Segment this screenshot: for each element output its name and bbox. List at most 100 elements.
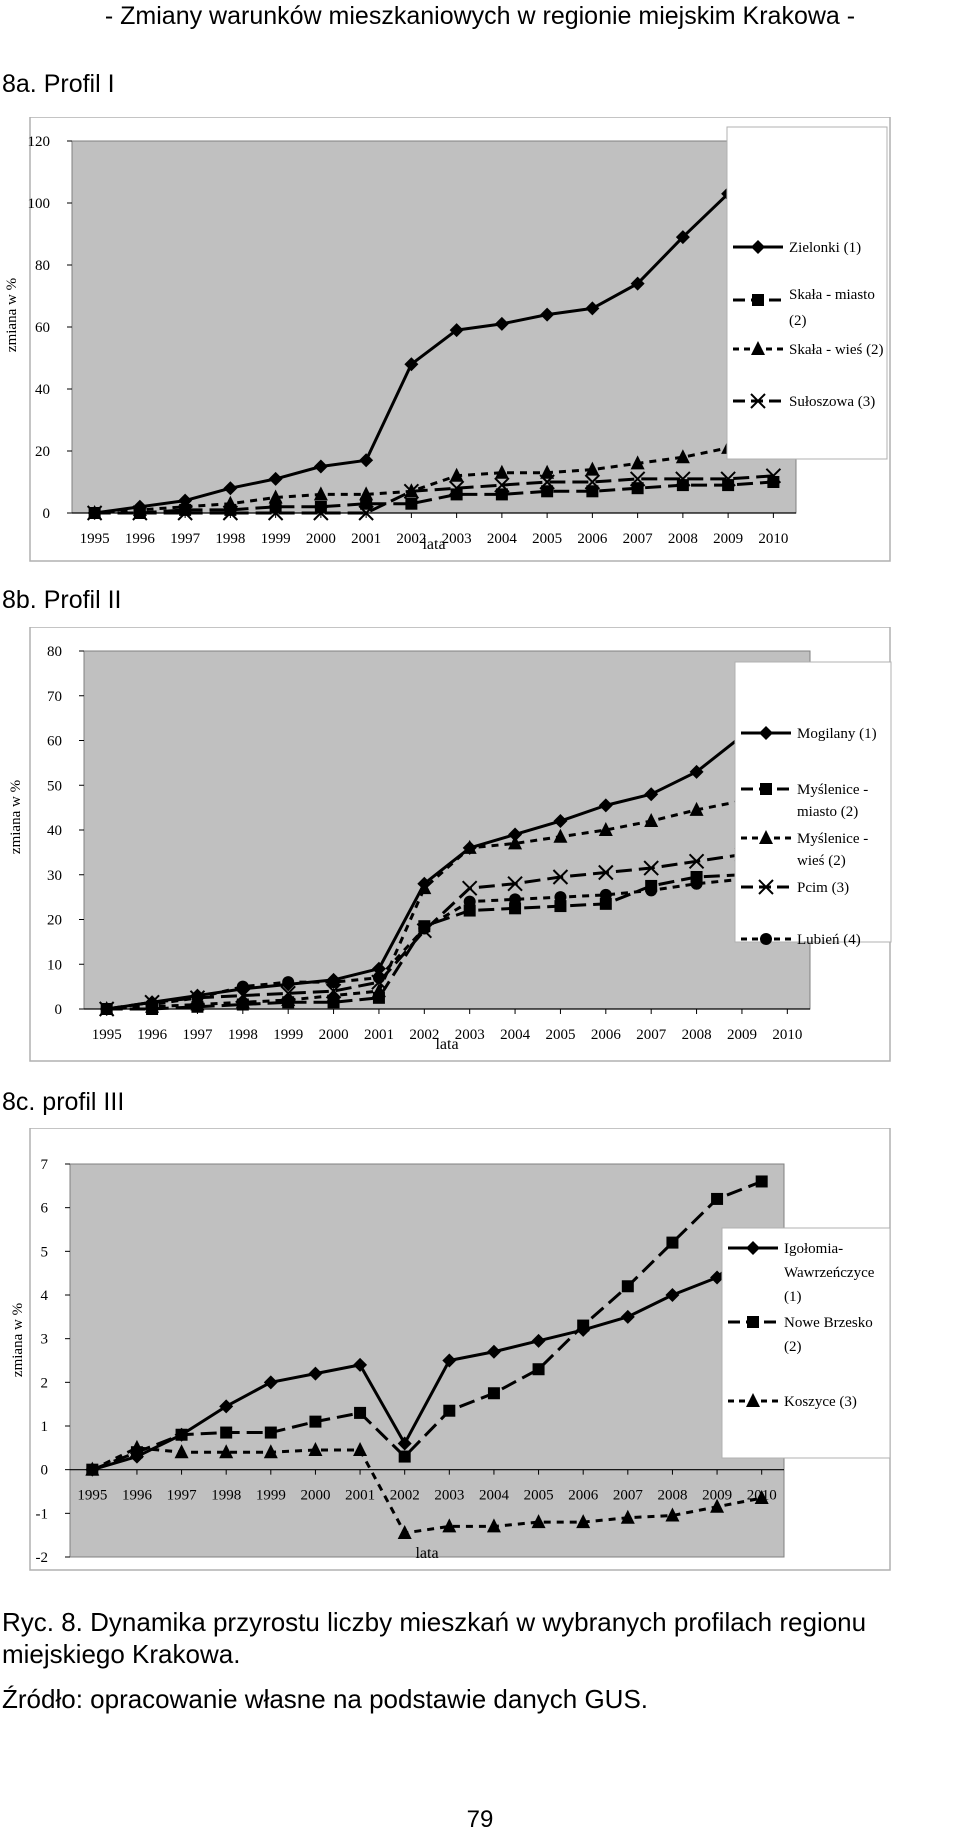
data-point xyxy=(462,839,477,854)
legend-label: miasto (2) xyxy=(797,804,858,820)
x-tick-label: 2000 xyxy=(306,531,336,547)
data-point xyxy=(507,875,523,892)
x-tick-label: 1999 xyxy=(273,1027,303,1043)
data-point xyxy=(675,471,691,487)
x-tick-label: 2002 xyxy=(390,1488,420,1504)
series-line xyxy=(94,434,774,515)
data-point xyxy=(417,880,432,895)
data-point xyxy=(268,471,283,486)
data-point xyxy=(666,1236,679,1249)
data-point xyxy=(450,488,463,501)
x-tick-label: 2005 xyxy=(532,531,562,547)
x-tick-label: 2000 xyxy=(319,1027,349,1043)
data-point xyxy=(309,1415,322,1428)
x-tick-label: 1998 xyxy=(211,1488,241,1504)
x-tick-label: 2003 xyxy=(442,531,472,547)
x-tick-label: 2009 xyxy=(727,1027,757,1043)
data-point xyxy=(584,474,601,490)
chart-profil-2: 0 10 20 30 40 50 60 70 80 1995 1996 1997 1998 1999 200… xyxy=(8,627,892,1062)
data-point xyxy=(219,1444,234,1459)
data-point xyxy=(264,1426,277,1439)
x-axis-title: lata xyxy=(415,1545,438,1562)
series-line xyxy=(91,1446,762,1535)
series-line xyxy=(106,871,788,1011)
data-point xyxy=(554,891,567,904)
legend-label: Lubień (4) xyxy=(797,932,861,948)
data-point xyxy=(540,307,555,322)
y-tick-label: 0 xyxy=(41,1463,49,1479)
x-tick-label: 2010 xyxy=(772,1027,802,1043)
data-point xyxy=(487,1387,500,1400)
data-point xyxy=(219,1399,234,1414)
legend-label: Myślenice - xyxy=(797,782,868,798)
data-point xyxy=(461,880,478,896)
series-2 xyxy=(86,1175,768,1476)
data-point xyxy=(598,798,613,813)
legend-label: Koszyce (3) xyxy=(784,1394,857,1410)
legend xyxy=(721,1227,891,1459)
data-point xyxy=(100,1003,113,1015)
x-tick-label: 2005 xyxy=(524,1488,554,1504)
data-point xyxy=(174,1444,189,1459)
series-line xyxy=(106,846,788,1011)
data-point xyxy=(532,1363,545,1376)
data-point xyxy=(494,477,510,493)
x-tick-label: 2008 xyxy=(682,1027,712,1043)
data-point xyxy=(405,497,418,510)
data-point xyxy=(397,1436,412,1451)
y-tick-label: 80 xyxy=(47,644,62,660)
data-point xyxy=(508,835,523,850)
legend-swatch-marker xyxy=(750,393,766,409)
series-line xyxy=(106,788,788,1011)
data-point xyxy=(308,1366,323,1381)
data-point xyxy=(313,459,328,474)
y-tick-label: 40 xyxy=(47,823,62,839)
data-point xyxy=(442,1518,457,1533)
data-point xyxy=(689,764,704,779)
x-tick-label: 2009 xyxy=(702,1488,732,1504)
data-point xyxy=(353,1357,368,1372)
data-point xyxy=(722,479,735,492)
x-tick-label: 1998 xyxy=(215,531,245,547)
data-point xyxy=(308,1442,323,1457)
legend-swatch-marker xyxy=(760,783,772,795)
data-point xyxy=(86,505,103,521)
data-point xyxy=(710,1498,725,1513)
data-point xyxy=(690,877,703,890)
legend-label: Skała - wieś (2) xyxy=(789,342,884,358)
data-point xyxy=(85,1461,100,1476)
data-point xyxy=(631,482,644,495)
legend xyxy=(734,661,892,943)
data-point xyxy=(509,902,522,915)
data-point xyxy=(418,922,431,935)
y-tick-label: 2 xyxy=(41,1375,49,1391)
y-tick-label: 20 xyxy=(47,913,62,929)
data-point xyxy=(494,316,509,331)
x-tick-label: 2003 xyxy=(455,1027,485,1043)
data-point xyxy=(129,1439,144,1454)
legend-label: Wawrzeńczyce xyxy=(784,1265,875,1281)
data-point xyxy=(146,998,159,1011)
data-point xyxy=(236,980,249,993)
data-point xyxy=(711,1192,724,1205)
data-point xyxy=(665,1507,680,1522)
x-tick-label: 2002 xyxy=(409,1027,439,1043)
data-point xyxy=(599,897,612,910)
data-point xyxy=(643,860,659,876)
data-point xyxy=(676,479,689,492)
data-point xyxy=(132,505,148,521)
y-tick-label: 60 xyxy=(35,320,50,336)
data-point xyxy=(282,976,295,989)
data-point xyxy=(404,357,419,372)
y-tick-label: -1 xyxy=(36,1506,49,1522)
x-tick-label: 2004 xyxy=(500,1027,531,1043)
series-line xyxy=(106,871,788,1011)
data-point xyxy=(486,1518,501,1533)
data-point xyxy=(754,1490,769,1505)
data-point xyxy=(765,468,782,484)
data-point xyxy=(645,884,658,897)
data-point xyxy=(358,505,374,521)
x-tick-label: 2007 xyxy=(613,1488,644,1504)
x-tick-label: 1999 xyxy=(261,531,291,547)
y-tick-label: 40 xyxy=(35,382,50,398)
